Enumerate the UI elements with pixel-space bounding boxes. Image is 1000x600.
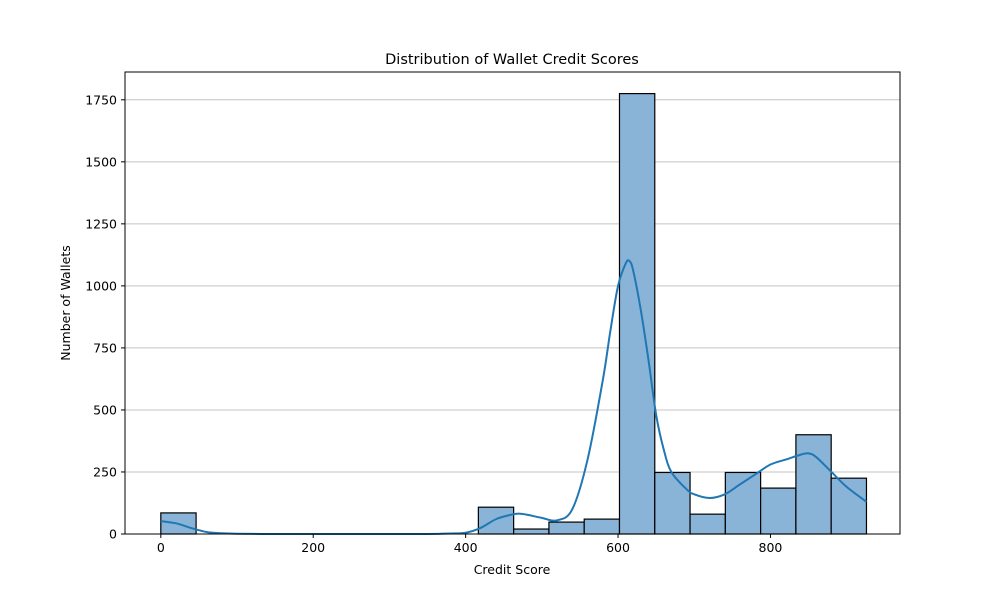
plot-frame — [124, 71, 901, 535]
histogram-bar — [830, 477, 868, 535]
x-axis-label: Credit Score — [474, 562, 551, 577]
x-axis-ticks: 0 200 400 600 800 — [157, 534, 783, 555]
histogram-bar — [618, 92, 656, 535]
histogram-bar — [477, 506, 515, 535]
y-tick-label: 500 — [93, 402, 117, 417]
histogram-bar — [760, 487, 797, 535]
histogram-bar — [795, 434, 832, 535]
x-tick-label: 0 — [157, 540, 165, 555]
y-axis-ticks: 0 250 500 750 1000 1250 1500 1750 — [85, 92, 125, 542]
y-axis-label: Number of Wallets — [58, 245, 73, 360]
histogram-bars — [160, 92, 868, 535]
x-tick-label: 400 — [454, 540, 478, 555]
chart-title: Distribution of Wallet Credit Scores — [385, 52, 639, 68]
y-tick-label: 750 — [93, 340, 117, 355]
y-gridlines — [125, 99, 900, 473]
x-tick-label: 600 — [606, 540, 630, 555]
histogram-bar — [654, 471, 691, 535]
histogram-bar — [689, 513, 726, 535]
y-tick-label: 1000 — [85, 278, 117, 293]
x-tick-label: 800 — [759, 540, 783, 555]
histogram-bar — [583, 518, 621, 535]
y-tick-label: 250 — [93, 464, 117, 479]
x-tick-label: 200 — [301, 540, 325, 555]
y-tick-label: 1250 — [85, 216, 117, 231]
histogram-bar — [513, 528, 550, 535]
y-tick-label: 1750 — [85, 92, 117, 107]
y-tick-label: 1500 — [85, 154, 117, 169]
histogram-bar — [548, 521, 585, 535]
y-tick-label: 0 — [109, 527, 117, 542]
